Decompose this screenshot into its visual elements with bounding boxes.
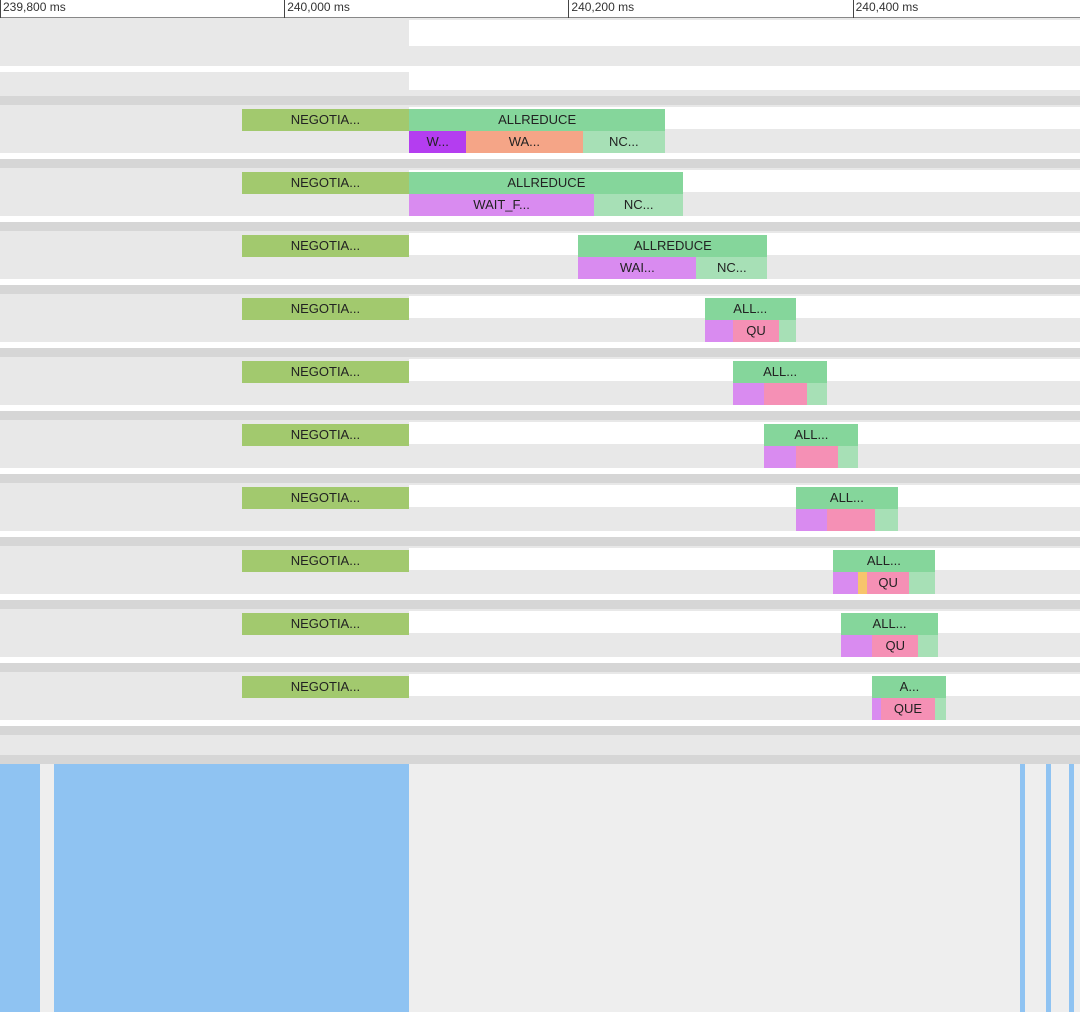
trace-event[interactable]: QU (872, 635, 917, 657)
trace-event[interactable] (779, 320, 796, 342)
trace-event[interactable] (909, 572, 935, 594)
trace-event[interactable] (838, 446, 858, 468)
trace-event[interactable] (827, 509, 875, 531)
trace-event[interactable]: NEGOTIA... (242, 235, 410, 257)
time-ruler[interactable]: 239,800 ms 240,000 ms 240,200 ms 240,400 ms (0, 0, 1080, 18)
trace-event[interactable] (841, 635, 872, 657)
trace-event[interactable]: NEGOTIA... (242, 424, 410, 446)
trace-event[interactable] (764, 446, 795, 468)
trace-event[interactable]: NEGOTIA... (242, 676, 410, 698)
trace-event[interactable] (807, 383, 827, 405)
ruler-tick: 240,200 ms (568, 0, 634, 18)
trace-event[interactable] (858, 572, 867, 594)
trace-event[interactable]: ALL... (796, 487, 898, 509)
trace-event[interactable] (796, 446, 839, 468)
row-separator (0, 600, 1080, 609)
row-separator (0, 222, 1080, 231)
trace-event[interactable] (796, 509, 827, 531)
trace-event[interactable]: W... (409, 131, 466, 153)
trace-event[interactable]: NC... (583, 131, 665, 153)
trace-timeline[interactable]: 239,800 ms 240,000 ms 240,200 ms 240,400 ms… (0, 0, 1080, 1012)
trace-event[interactable]: ALL... (764, 424, 858, 446)
trace-event[interactable]: WA... (466, 131, 583, 153)
trace-event[interactable]: NC... (594, 194, 684, 216)
trace-event[interactable]: ALL... (841, 613, 938, 635)
trace-event[interactable]: ALL... (733, 361, 827, 383)
row-separator (0, 537, 1080, 546)
trace-event[interactable]: NEGOTIA... (242, 172, 410, 194)
trace-event[interactable]: NC... (696, 257, 767, 279)
trace-event[interactable]: ALL... (833, 550, 935, 572)
trace-event[interactable]: WAIT_F... (409, 194, 594, 216)
trace-event[interactable] (935, 698, 946, 720)
trace-event[interactable]: QUE (881, 698, 935, 720)
trace-event[interactable]: A... (872, 676, 946, 698)
row-separator (0, 348, 1080, 357)
trace-event[interactable]: ALL... (705, 298, 796, 320)
trace-event[interactable]: NEGOTIA... (242, 109, 410, 131)
track-row[interactable] (0, 735, 1080, 755)
trace-event[interactable]: NEGOTIA... (242, 361, 410, 383)
row-separator (0, 285, 1080, 294)
row-separator (0, 663, 1080, 672)
tracks-area[interactable]: NEGOTIA...ALLREDUCEW...WA...NC...NEGOTIA… (0, 18, 1080, 1012)
trace-event[interactable] (733, 383, 764, 405)
row-separator (0, 474, 1080, 483)
ruler-tick: 240,000 ms (284, 0, 350, 18)
trace-event[interactable]: ALLREDUCE (578, 235, 767, 257)
trace-event[interactable] (875, 509, 898, 531)
trace-event[interactable]: NEGOTIA... (242, 298, 410, 320)
trace-event[interactable] (764, 383, 807, 405)
row-separator (0, 411, 1080, 420)
ruler-tick: 239,800 ms (0, 0, 66, 18)
ruler-tick: 240,400 ms (853, 0, 919, 18)
trace-event[interactable] (872, 698, 881, 720)
trace-event[interactable]: QU (867, 572, 910, 594)
trace-event[interactable]: WAI... (578, 257, 696, 279)
trace-event[interactable]: ALLREDUCE (409, 172, 683, 194)
trace-event[interactable]: NEGOTIA... (242, 487, 410, 509)
trace-event[interactable] (705, 320, 733, 342)
trace-event[interactable] (833, 572, 859, 594)
trace-event[interactable]: NEGOTIA... (242, 613, 410, 635)
row-separator (0, 726, 1080, 735)
row-separator (0, 159, 1080, 168)
row-separator (0, 96, 1080, 105)
trace-event[interactable] (918, 635, 938, 657)
trace-event[interactable]: QU (733, 320, 778, 342)
trace-event[interactable]: ALLREDUCE (409, 109, 665, 131)
row-separator (0, 755, 1080, 764)
trace-event[interactable]: NEGOTIA... (242, 550, 410, 572)
